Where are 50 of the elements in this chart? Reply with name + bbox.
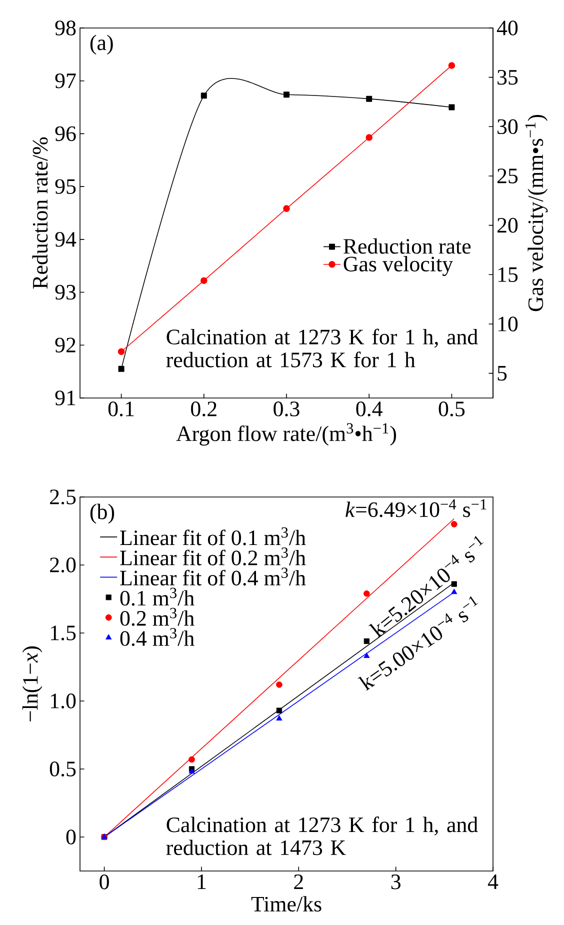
y-tick-label: 93 <box>55 284 76 300</box>
annotation: (a) <box>90 34 113 55</box>
x-tick-label: 0.1 <box>108 402 134 416</box>
legend-label: Reduction rate <box>344 238 471 254</box>
legend-label: 0.2 m$^{3}$/h <box>120 608 194 626</box>
y2-tick-label: 10 <box>498 316 518 332</box>
legend-label: Linear fit of 0.1 m$^{3}$/h <box>120 527 306 546</box>
y-tick-label: 2.0 <box>50 558 76 572</box>
y2-tick-label: 40 <box>496 20 518 36</box>
x-axis-title: Time/ks <box>251 896 322 912</box>
x-tick-label: 1 <box>198 874 206 889</box>
y-tick-label: 1.0 <box>51 694 76 708</box>
legend-label: 0.1 m$^{3}$/h <box>120 588 194 606</box>
y2-tick-label: 15 <box>498 267 518 282</box>
y2-tick-label: 5 <box>498 366 507 381</box>
annotation: k=6.49×10$^{−4}$ s$^{−1}$ <box>346 499 486 518</box>
y-axis-title: −ln(1−x) <box>22 646 42 722</box>
y2-tick-label: 20 <box>497 218 518 233</box>
y-tick-label: 94 <box>55 232 76 247</box>
legend-label: 0.4 m$^{3}$/h <box>120 628 194 646</box>
y-tick-label: 2.5 <box>50 490 76 504</box>
x-tick-label: 2 <box>294 874 303 890</box>
y-tick-label: 0.5 <box>50 762 76 776</box>
y-tick-label: 0 <box>66 830 76 844</box>
y-tick-label: 91 <box>55 390 76 406</box>
y-tick-label: 95 <box>55 179 76 194</box>
x-tick-label: 0.2 <box>191 402 216 416</box>
legend-label: Linear fit of 0.4 m$^{3}$/h <box>120 568 306 586</box>
y-tick-label: 98 <box>55 20 76 36</box>
x-tick-label: 3 <box>391 874 400 890</box>
y-tick-label: 96 <box>55 126 76 142</box>
annotation: Calcination at 1273 K for 1 h, and reduction at 1573 K for 1 h <box>166 328 478 368</box>
y-tick-label: 97 <box>55 73 76 88</box>
y-tick-label: 1.5 <box>51 626 76 640</box>
y2-axis-title: Gas velocity/(mm•s$^{−1}$) <box>525 114 548 312</box>
x-axis-title: Argon flow rate/(m$^{3}$•h$^{−1}$) <box>176 423 396 446</box>
legend-label: Gas velocity <box>344 256 453 276</box>
legend-label: Linear fit of 0.2 m$^{3}$/h <box>120 548 306 566</box>
y2-tick-label: 35 <box>498 70 518 85</box>
y2-tick-label: 30 <box>498 119 518 134</box>
y-axis-title: Reduction rate/% <box>32 137 48 289</box>
x-tick-label: 0.4 <box>356 402 382 416</box>
annotation: (b) <box>90 504 114 524</box>
x-tick-label: 4 <box>488 874 498 889</box>
x-tick-label: 0.5 <box>438 402 465 416</box>
x-tick-label: 0.3 <box>274 402 300 416</box>
y2-tick-label: 25 <box>497 168 518 184</box>
x-tick-label: 0 <box>100 874 109 890</box>
y-tick-label: 92 <box>55 338 76 353</box>
annotation: Calcination at 1273 K for 1 h, and reduction at 1473 K <box>166 816 478 856</box>
